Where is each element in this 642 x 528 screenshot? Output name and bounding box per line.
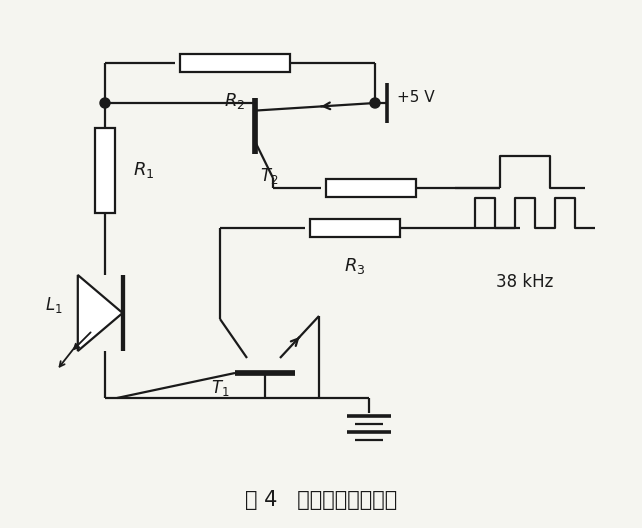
Text: +5 V: +5 V [397,90,435,106]
Text: $R_2$: $R_2$ [224,91,246,111]
Bar [327,179,417,197]
Text: $R_3$: $R_3$ [344,256,366,276]
Bar [180,54,290,72]
Polygon shape [78,275,123,351]
Text: $T_1$: $T_1$ [211,378,230,398]
Text: $R_4$: $R_4$ [361,216,383,236]
Bar [95,128,115,213]
Text: $T_2$: $T_2$ [260,166,279,186]
Text: $L_1$: $L_1$ [45,295,63,315]
Text: 图 4   动态光强控制电路: 图 4 动态光强控制电路 [245,490,397,510]
Circle shape [370,98,380,108]
Circle shape [100,98,110,108]
Text: $R_1$: $R_1$ [133,161,154,181]
Bar [310,219,400,237]
Text: 38 kHz: 38 kHz [496,273,553,291]
